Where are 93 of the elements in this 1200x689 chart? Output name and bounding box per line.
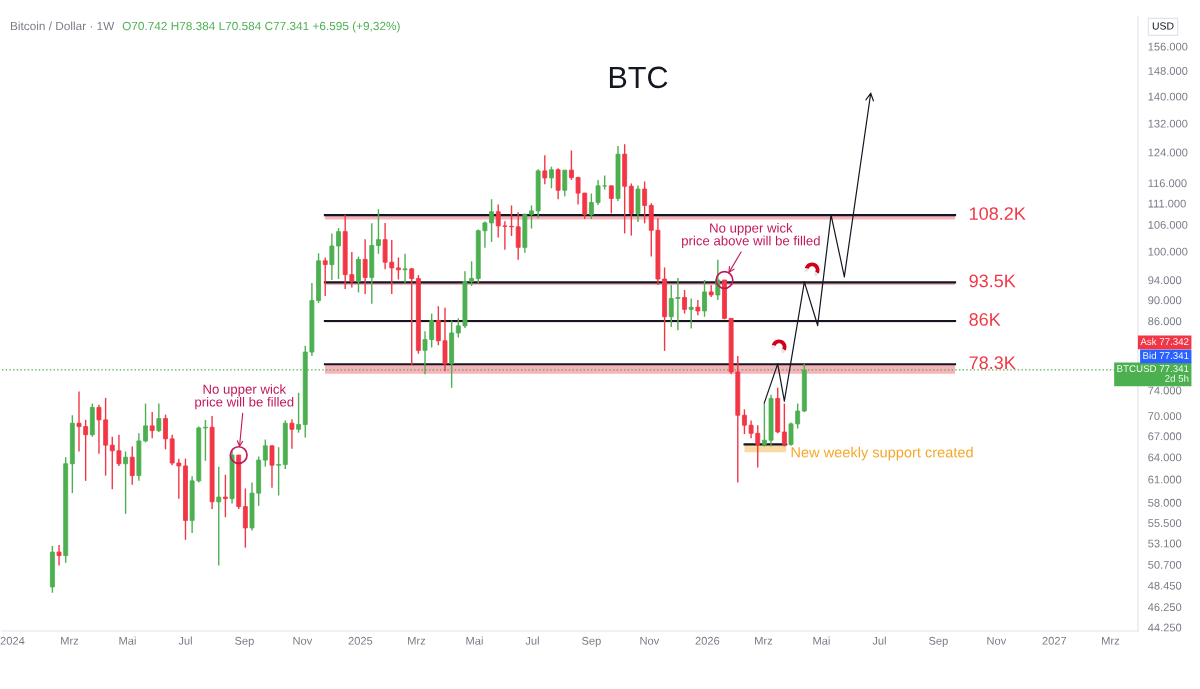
x-tick-label: Nov [640,636,660,645]
annotation: No upper wick price will be filled [195,384,294,410]
y-tick-label: 148.000 [1148,67,1188,75]
y-tick-label: 46.250 [1147,603,1182,612]
y-tick-label: 106.000 [1148,220,1188,229]
candlestick [608,184,614,215]
y-tick-label: 67.000 [1148,432,1182,441]
candlestick [362,238,368,295]
y-tick-label: 53.100 [1148,539,1182,548]
candlestick [222,474,228,518]
annotation: No upper wick price above will be filled [682,222,820,249]
candlestick [688,297,694,330]
x-tick-label: Mrz [408,636,426,645]
y-tick-label: 132.000 [1148,119,1188,128]
y-tick-label: 55.500 [1148,519,1182,528]
candlestick [322,256,328,297]
candlestick [695,299,701,316]
candlestick [376,208,381,255]
x-tick-label: 2026 [695,636,720,645]
candlestick [262,438,268,468]
candlestick [203,419,208,462]
x-tick-label: 2027 [1042,636,1067,645]
x-tick-label: Jul [872,636,886,645]
candlestick [242,487,248,549]
x-tick-label: Mai [466,636,483,645]
ref-line-label: 86K [969,313,1001,326]
ref-line-label: BTCUSD 77.341 2d 5h [1117,365,1189,382]
candlestick [409,267,415,366]
candlestick [402,253,408,285]
y-tick-label: 74.000 [1148,386,1182,395]
candlestick [289,418,295,450]
x-tick-label: Nov [987,636,1007,645]
y-tick-label: 124.000 [1148,148,1188,157]
series-label: New weekly support created [791,446,973,461]
text: BTC [609,66,668,89]
candlestick [682,289,687,315]
candlestick [129,445,135,486]
candlestick [269,444,275,489]
candlestick [642,180,648,225]
ref-line-label: 108.2K [970,207,1026,220]
x-tick-label: 2025 [348,636,373,645]
candlestick [396,256,401,281]
x-tick-label: Jul [525,636,539,645]
y-axis-title: USD [1152,22,1174,30]
x-tick-label: Sep [582,636,601,647]
x-tick-label: Jul [178,636,192,645]
candlestick [515,211,521,261]
candlestick [156,402,162,433]
x-tick-label: Mrz [755,636,773,645]
y-tick-label: 64.000 [1148,453,1182,462]
chart-subtitle: Bitcoin / Dollar · 1W [10,21,115,31]
annotation: O70.742 H78.384 L70.584 C77.341 +6.595 (+9,32%) [122,21,400,33]
text: Ask 77.342 [1140,337,1189,346]
x-tick-label: Mrz [61,636,79,645]
candlestick [542,154,548,185]
candlestick [163,413,168,451]
y-tick-label: 61.000 [1148,475,1182,484]
candlestick [216,465,222,567]
y-tick-label: 48.450 [1147,581,1182,590]
ref-line-label: 93.5K [969,274,1016,288]
candlestick [781,402,787,448]
candlestick [123,450,128,515]
text: Bid 77.341 [1143,351,1189,360]
y-tick-label: 58.000 [1148,498,1182,507]
y-tick-label: 50.700 [1148,560,1182,569]
ref-line-label: 78.3K [969,356,1016,370]
y-tick-label: 94.000 [1148,276,1182,285]
y-tick-label: 140.000 [1148,92,1188,101]
y-tick-label: 156.000 [1148,42,1188,51]
y-tick-label: 116.000 [1148,179,1187,188]
x-tick-label: Sep [235,636,254,647]
candlestick [356,255,361,294]
y-tick-label: 44.250 [1147,623,1182,632]
candlestick [562,169,568,198]
y-tick-label: 100.000 [1148,247,1188,256]
candlestick [276,446,282,497]
candlestick [149,411,155,439]
x-tick-label: 2024 [0,636,25,645]
y-tick-label: 86.000 [1148,317,1182,326]
candlestick [56,544,62,567]
x-tick-label: Nov [293,636,313,645]
candlestick [529,204,534,230]
x-tick-label: Mai [119,636,136,645]
candlestick [549,165,554,189]
candlestick [555,167,561,200]
y-tick-label: 70.000 [1148,412,1182,421]
x-tick-label: Mrz [1102,636,1120,645]
candlestick [702,279,707,318]
y-tick-label: 90.000 [1148,296,1182,305]
x-tick-label: Mai [813,636,830,645]
y-tick-label: 111.000 [1148,199,1186,208]
x-tick-label: Sep [928,636,948,647]
candlestick [296,392,302,434]
